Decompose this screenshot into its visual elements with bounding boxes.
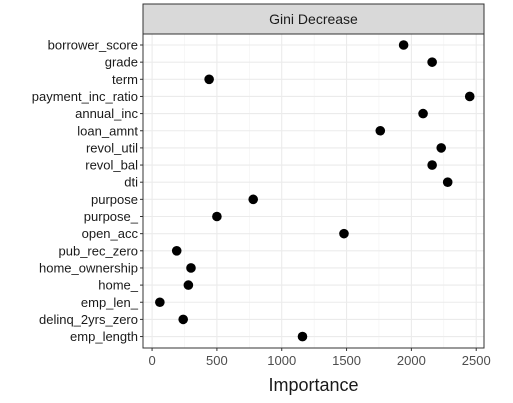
grid-lines [143, 34, 484, 348]
y-tick-label: revol_util [86, 140, 138, 155]
x-tick-label: 0 [148, 353, 155, 368]
data-points [155, 40, 475, 342]
data-point [418, 108, 428, 119]
data-point [464, 91, 475, 102]
data-point [155, 297, 165, 308]
facet-strip-label: Gini Decrease [269, 11, 358, 27]
y-tick-label: term [112, 72, 138, 87]
data-point [427, 160, 437, 170]
data-point [204, 74, 214, 85]
y-tick-label: dti [124, 175, 138, 190]
data-point [297, 331, 308, 342]
x-tick-label: 500 [206, 353, 228, 368]
data-point [442, 177, 453, 187]
y-tick-label: grade [105, 55, 138, 70]
data-point [398, 40, 409, 50]
data-point [339, 228, 349, 239]
x-axis: 0 500 1000 1500 2000 2500 [148, 348, 491, 368]
y-tick-label: emp_length [70, 329, 138, 344]
y-tick-label: purpose [91, 192, 138, 207]
x-tick-label: 1500 [332, 353, 361, 368]
y-tick-label: emp_len_ [81, 295, 139, 310]
x-tick-label: 2000 [397, 353, 426, 368]
y-tick-label: annual_inc [75, 106, 138, 121]
data-point [248, 194, 259, 205]
data-point [375, 125, 386, 136]
y-tick-label: home_ [98, 278, 139, 293]
y-tick-label: delinq_2yrs_zero [39, 312, 138, 327]
plot-panel [142, 33, 485, 349]
y-tick-label: purpose_ [84, 209, 139, 224]
data-point [178, 314, 188, 325]
data-point [183, 280, 194, 290]
y-tick-label: open_acc [82, 226, 139, 241]
y-tick-label: loan_amnt [77, 123, 138, 138]
x-axis-title: Importance [268, 375, 358, 395]
x-tick-label: 1000 [267, 353, 296, 368]
data-point [427, 57, 437, 67]
y-tick-label: borrower_score [48, 38, 138, 53]
facet-strip-background [142, 3, 485, 35]
facet-strip: Gini Decrease [142, 3, 485, 35]
plot-panel-border [142, 33, 485, 349]
y-tick-label: home_ownership [39, 260, 138, 275]
plot-panel-background [143, 34, 484, 348]
data-point [436, 143, 447, 153]
y-tick-label: payment_inc_ratio [32, 89, 138, 104]
x-tick-label: 2500 [462, 353, 491, 368]
data-point [212, 211, 222, 222]
data-point [171, 246, 182, 256]
y-tick-label: revol_bal [85, 158, 138, 173]
data-point [186, 263, 196, 273]
y-tick-label: pub_rec_zero [59, 243, 139, 258]
